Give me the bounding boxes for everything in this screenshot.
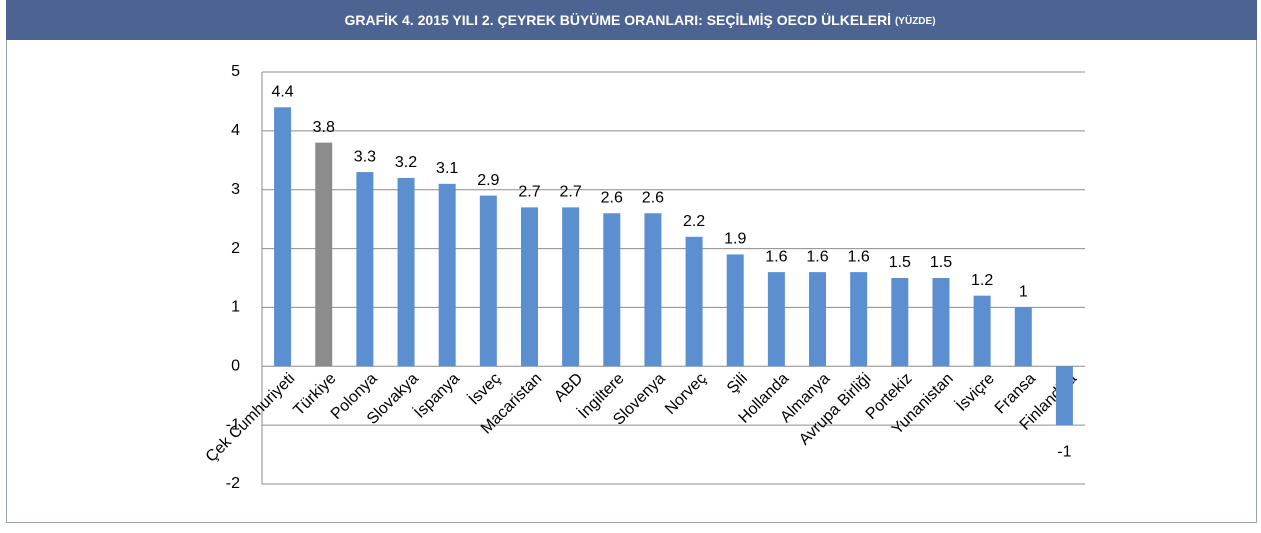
value-label: 3.8 bbox=[313, 119, 335, 136]
value-label: 1.5 bbox=[930, 254, 952, 271]
bar bbox=[438, 183, 456, 367]
value-label: 2.7 bbox=[518, 184, 540, 201]
bar bbox=[520, 207, 538, 367]
value-label: 3.3 bbox=[354, 148, 376, 165]
bar bbox=[767, 272, 785, 367]
bar bbox=[315, 142, 333, 367]
title: GRAFİK 4. 2015 YILI 2. ÇEYREK BÜYÜME ORA… bbox=[344, 12, 891, 28]
y-tick-label: 5 bbox=[231, 63, 240, 80]
subtitle: (YÜZDE) bbox=[895, 14, 936, 27]
y-tick-label: 0 bbox=[231, 358, 240, 375]
chart-title: GRAFİK 4. 2015 YILI 2. ÇEYREK BÜYÜME ORA… bbox=[344, 12, 935, 28]
bar bbox=[274, 107, 292, 367]
bar bbox=[1055, 366, 1073, 426]
bar bbox=[685, 236, 703, 367]
value-label: 2.2 bbox=[683, 213, 705, 230]
bar bbox=[1014, 307, 1032, 367]
bar bbox=[397, 177, 415, 367]
bar bbox=[726, 254, 744, 367]
value-label: 2.7 bbox=[560, 184, 582, 201]
frame bbox=[6, 0, 1257, 523]
y-tick-label: 2 bbox=[231, 240, 240, 257]
value-label: 1 bbox=[1019, 284, 1028, 301]
y-tick-label: -2 bbox=[226, 475, 240, 492]
bar bbox=[644, 213, 662, 367]
value-label: 3.1 bbox=[436, 160, 458, 177]
value-label: 1.9 bbox=[724, 231, 746, 248]
bar bbox=[562, 207, 580, 367]
value-label: 1.6 bbox=[848, 248, 870, 265]
y-tick-label: 4 bbox=[231, 122, 240, 139]
bar bbox=[932, 278, 950, 367]
bar bbox=[850, 272, 868, 367]
bar bbox=[603, 213, 621, 367]
value-label: 1.6 bbox=[765, 248, 787, 265]
bar bbox=[479, 195, 497, 367]
bar bbox=[356, 172, 374, 367]
value-label: 3.2 bbox=[395, 154, 417, 171]
value-label: -1 bbox=[1057, 443, 1071, 460]
value-label: 1.6 bbox=[806, 248, 828, 265]
value-label: 1.2 bbox=[971, 272, 993, 289]
title-bar bbox=[6, 0, 1257, 40]
bar bbox=[891, 278, 909, 367]
bar bbox=[809, 272, 827, 367]
bar bbox=[973, 295, 991, 367]
y-tick-label: 1 bbox=[231, 299, 240, 316]
value-label: 4.4 bbox=[271, 84, 293, 101]
value-label: 2.9 bbox=[477, 172, 499, 189]
value-label: 1.5 bbox=[889, 254, 911, 271]
value-label: 2.6 bbox=[601, 189, 623, 206]
value-label: 2.6 bbox=[642, 189, 664, 206]
y-tick-label: 3 bbox=[231, 181, 240, 198]
y-tick-label: -1 bbox=[226, 416, 240, 433]
